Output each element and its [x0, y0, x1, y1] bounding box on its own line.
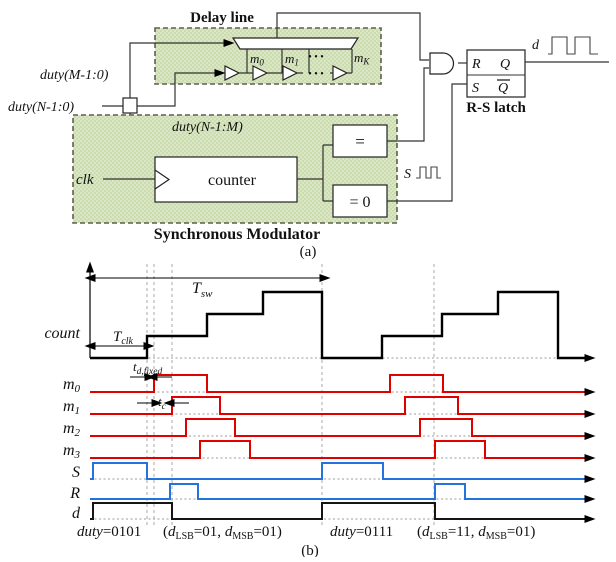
duty-annotation-1b: (dLSB=01, dMSB=01) — [163, 524, 282, 542]
trace-d — [90, 502, 596, 523]
duty-annotation-2: duty=0111 — [330, 524, 393, 540]
rs-latch-title: R-S latch — [466, 100, 526, 116]
latch-s-pin: S — [472, 81, 479, 96]
set-wire — [387, 83, 467, 202]
equal-comparator-box — [332, 124, 388, 158]
buffer-dots: • • • — [308, 69, 324, 80]
counter-label: counter — [208, 172, 257, 189]
signal-label-m2: m2 — [63, 420, 81, 439]
duty-annotation-1: duty=0101 — [77, 524, 141, 540]
trace-m2 — [90, 418, 596, 440]
tap-label-m0: m0 — [250, 51, 264, 68]
input-bus: duty(M-1:0) duty(N-1:0) — [8, 39, 333, 134]
counter-out-wire — [297, 144, 333, 202]
panel-a: Delay line m0 m1 • • • mK • • • duty(M-1… — [8, 10, 609, 260]
s-pulse-glyph — [416, 166, 441, 179]
trace-R — [90, 483, 596, 503]
buffer-feed-wire — [137, 69, 226, 107]
bus-splitter-box — [122, 97, 138, 114]
and-gate-icon — [429, 52, 455, 75]
mux-out-wire — [276, 12, 429, 61]
signal-label-d: d — [72, 505, 81, 522]
clock-triangle-icon — [154, 169, 171, 190]
signal-label-m0: m0 — [63, 376, 81, 395]
td-fixed-label: td,fixed — [133, 359, 162, 377]
tclk-label: Tclk — [113, 329, 134, 347]
trace-m3 — [90, 440, 596, 462]
signal-label-count: count — [44, 325, 80, 342]
duty-nm-label: duty(N-1:M) — [172, 120, 243, 135]
duty-n-label: duty(N-1:0) — [8, 100, 74, 115]
duty-annotation-2b: (dLSB=11, dMSB=01) — [417, 524, 535, 542]
mux-select-wire — [129, 39, 235, 98]
duty-m-label: duty(M-1:0) — [40, 68, 109, 83]
panel-b-label: (b) — [301, 543, 319, 557]
latch-qbar-pin: Q — [498, 81, 508, 96]
equal-zero-label: = 0 — [349, 194, 370, 211]
clk-label: clk — [76, 172, 94, 188]
signal-label-R: R — [69, 485, 80, 502]
signal-label-S: S — [72, 464, 80, 481]
rs-latch-box — [466, 49, 526, 98]
d-out-label: d — [532, 38, 540, 53]
trace-count — [90, 290, 596, 362]
mux-trapezoid — [231, 37, 360, 50]
equal-out-wire — [387, 67, 429, 142]
tap-dots: • • • — [308, 52, 324, 63]
sync-modulator-title: Synchronous Modulator — [154, 226, 320, 243]
delay-line-box — [154, 27, 382, 85]
panel-b-waveforms: count m0 m1 m2 m3 SRd — [44, 261, 596, 526]
signal-label-m1: m1 — [63, 398, 80, 417]
s-wire-label: S — [404, 167, 411, 182]
trace-S — [90, 462, 596, 483]
delay-line-title: Delay line — [190, 10, 254, 26]
tap-label-m1: m1 — [285, 51, 299, 68]
counter-box — [154, 156, 298, 203]
delay-line-block: Delay line m0 m1 • • • mK • • • — [154, 10, 382, 85]
latch-r-pin: R — [471, 57, 481, 72]
d-pulse-glyph — [548, 36, 598, 55]
tc-label: tc — [158, 394, 167, 412]
equal-label: = — [355, 132, 365, 151]
panel-a-label: (a) — [300, 244, 317, 260]
tap-label-mk: mK — [354, 50, 370, 67]
panel-b-annotations: Tsw Tclk td,fixed tc duty=0101 (dLSB=01,… — [77, 280, 535, 559]
trace-m0 — [90, 374, 596, 396]
latch-q-pin: Q — [500, 57, 510, 72]
tsw-label: Tsw — [192, 280, 213, 300]
sync-modulator-block: duty(N-1:M) counter clk = = 0 Synchronou… — [72, 114, 398, 243]
latch-block: S R Q S Q R-S latch d — [276, 12, 609, 202]
signal-label-m3: m3 — [63, 442, 81, 461]
